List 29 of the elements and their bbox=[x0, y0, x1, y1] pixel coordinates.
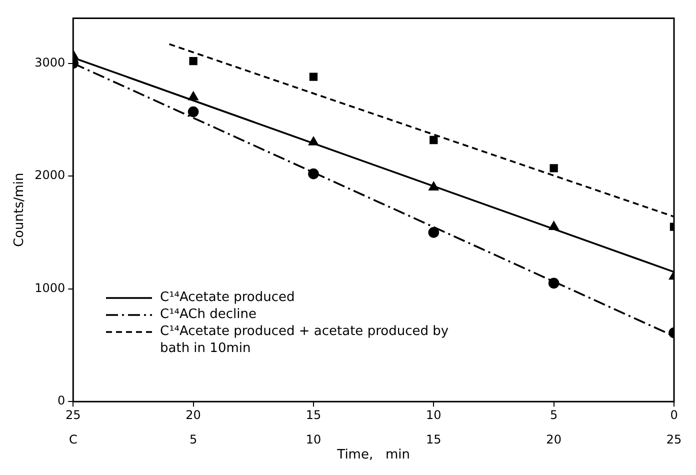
x2-tick-label: C bbox=[68, 432, 78, 446]
point bbox=[309, 72, 318, 81]
x2-tick-label: 20 bbox=[546, 432, 562, 446]
point bbox=[308, 168, 319, 180]
point bbox=[430, 136, 438, 144]
x2-tick-label: 25 bbox=[666, 432, 682, 446]
point bbox=[550, 164, 558, 172]
y-tick-label: 3000 bbox=[34, 55, 66, 70]
y-tick-label: 1000 bbox=[34, 280, 66, 295]
x-tick-label: 0 bbox=[670, 408, 678, 422]
y-tick-label: 2000 bbox=[34, 168, 66, 182]
x-tick-label: 25 bbox=[66, 408, 81, 422]
legend-label: C¹⁴Acetate produced bbox=[160, 289, 295, 306]
x2-tick-label: 10 bbox=[306, 432, 322, 446]
point bbox=[188, 106, 199, 118]
legend-label: C¹⁴Acetate produced + acetate produced by bath in 10min bbox=[160, 323, 450, 357]
x-axis-title: Time, min bbox=[336, 448, 410, 463]
point bbox=[189, 56, 198, 66]
x2-tick-label: 5 bbox=[189, 432, 198, 446]
x2-tick-label: 15 bbox=[426, 432, 442, 446]
legend-label: C¹⁴ACh decline bbox=[160, 306, 256, 323]
x-tick-label: 20 bbox=[186, 408, 201, 422]
x-tick-label: 5 bbox=[550, 408, 558, 422]
y-tick-label: 0 bbox=[58, 394, 66, 408]
y-axis-title: Counts/min bbox=[12, 172, 28, 248]
point bbox=[188, 92, 198, 100]
x-tick-label: 10 bbox=[426, 408, 442, 422]
point bbox=[428, 227, 440, 238]
x-tick-label: 15 bbox=[306, 408, 322, 422]
